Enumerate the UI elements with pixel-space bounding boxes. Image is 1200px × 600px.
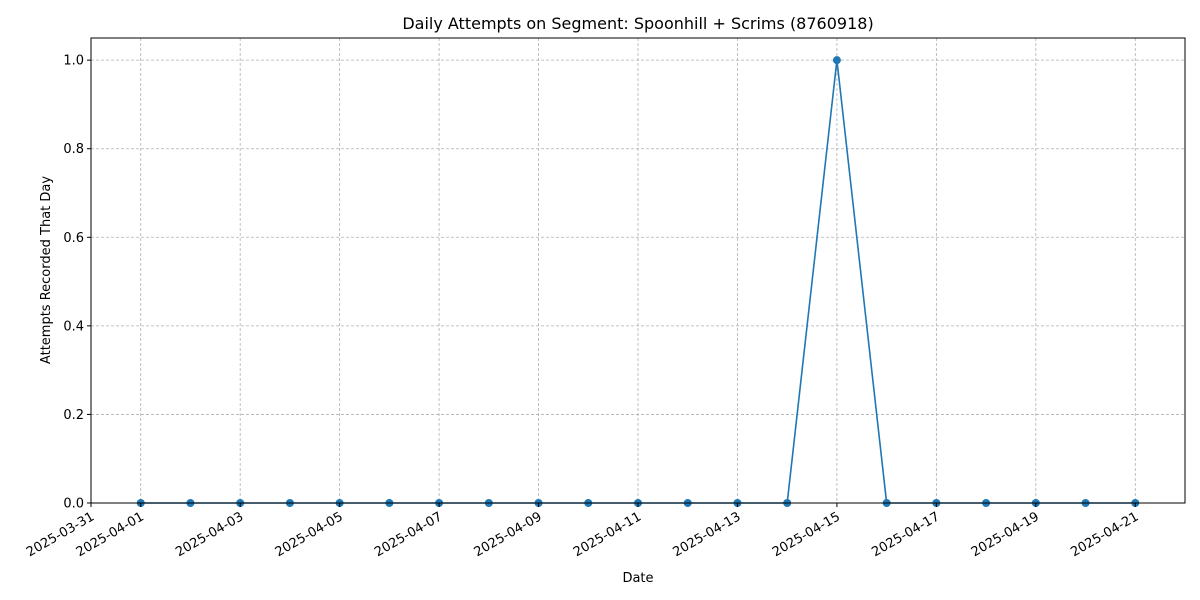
x-tick-label: 2025-04-03 xyxy=(173,509,246,560)
x-tick-label: 2025-04-21 xyxy=(1068,509,1141,560)
chart-title: Daily Attempts on Segment: Spoonhill + S… xyxy=(402,14,873,33)
y-tick-label: 0.8 xyxy=(63,142,84,157)
y-tick-label: 0.0 xyxy=(63,497,84,512)
y-tick-label: 0.2 xyxy=(63,408,84,423)
x-tick-label: 2025-04-05 xyxy=(273,509,346,560)
grid-layer xyxy=(90,38,1185,504)
x-tick-label: 2025-04-17 xyxy=(869,509,942,560)
series-line xyxy=(140,59,1136,504)
x-tick-label: 2025-04-15 xyxy=(770,509,843,560)
y-tick-label: 0.6 xyxy=(63,231,84,246)
x-tick-label: 2025-04-09 xyxy=(472,509,545,560)
data-point xyxy=(832,56,841,65)
x-tick-label: 2025-04-19 xyxy=(969,509,1042,560)
y-tick-label: 1.0 xyxy=(63,54,84,69)
y-tick-label: 0.4 xyxy=(63,319,84,334)
x-tick-label: 2025-04-13 xyxy=(671,509,744,560)
x-axis-title: Date xyxy=(622,571,653,586)
x-tick-label: 2025-04-07 xyxy=(372,509,445,560)
y-axis-title: Attempts Recorded That Day xyxy=(39,176,54,364)
x-tick-label: 2025-04-11 xyxy=(571,509,644,560)
plot-frame xyxy=(90,37,1186,504)
